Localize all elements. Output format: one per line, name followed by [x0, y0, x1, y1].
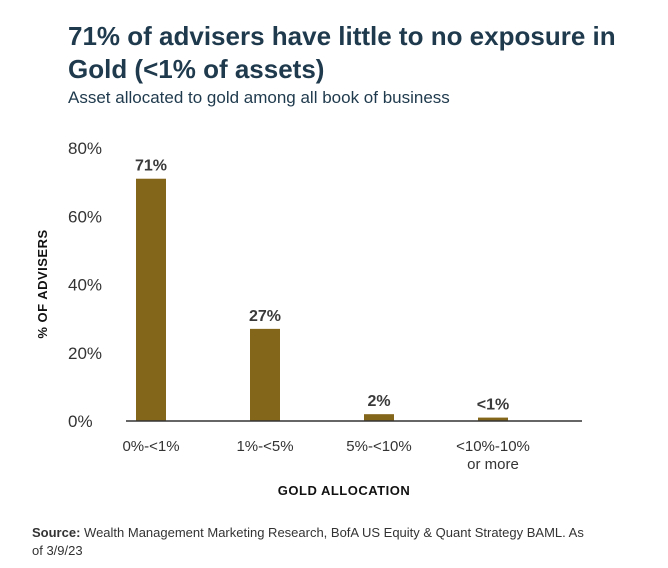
y-tick-label: 60%	[68, 207, 102, 226]
y-tick-label: 40%	[68, 276, 102, 295]
x-tick-label: 5%-<10%	[346, 438, 411, 455]
y-axis-ticks: 0% 20% 40% 60% 80%	[68, 139, 102, 431]
data-label: 2%	[367, 393, 390, 410]
data-labels: 71% 27% 2% <1%	[135, 158, 509, 414]
bar	[364, 414, 394, 421]
y-tick-label: 80%	[68, 139, 102, 158]
bar	[478, 417, 508, 421]
x-tick-label: or more	[467, 456, 519, 473]
chart-subtitle: Asset allocated to gold among all book o…	[68, 88, 450, 107]
bar	[250, 328, 280, 421]
bar	[136, 178, 166, 421]
data-label: 71%	[135, 158, 167, 175]
x-axis-categories: 0%-<1% 1%-<5% 5%-<10% <10%-10%or more	[122, 438, 529, 473]
chart-title: 71% of advisers have little to no exposu…	[68, 21, 616, 84]
x-tick-label: <10%-10%	[456, 438, 530, 455]
bars	[136, 178, 508, 421]
data-label: 27%	[249, 308, 281, 325]
data-label: <1%	[477, 397, 509, 414]
y-tick-label: 20%	[68, 344, 102, 363]
y-tick-label: 0%	[68, 412, 93, 431]
y-axis-label: % OF ADVISERS	[35, 229, 50, 338]
source-label: Source:	[32, 525, 81, 540]
x-tick-label: 1%-<5%	[236, 438, 293, 455]
source-note: Source: Wealth Management Marketing Rese…	[32, 524, 592, 560]
x-tick-label: 0%-<1%	[122, 438, 179, 455]
source-text: Wealth Management Marketing Research, Bo…	[32, 525, 584, 558]
x-axis-label: GOLD ALLOCATION	[278, 483, 410, 498]
